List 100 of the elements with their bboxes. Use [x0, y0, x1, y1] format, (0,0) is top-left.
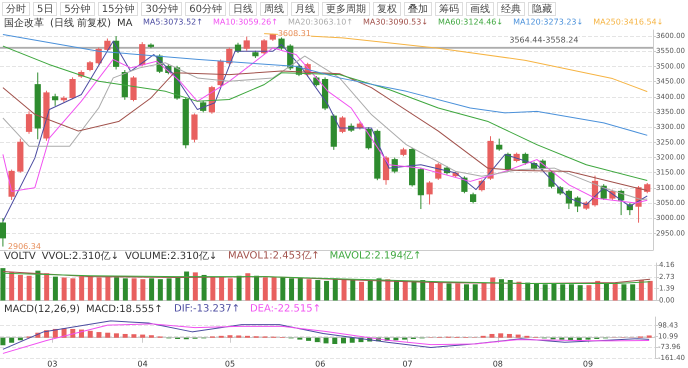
- bar: [332, 338, 338, 344]
- bar: [376, 278, 382, 300]
- bar: [314, 338, 320, 342]
- bar: [534, 283, 539, 300]
- bar: [332, 278, 338, 300]
- bar: [472, 284, 478, 300]
- bar: [429, 282, 434, 300]
- bar: [114, 277, 120, 300]
- band-label: 3564.44-3558.24: [509, 35, 578, 44]
- bar: [306, 338, 312, 341]
- text: 月线: [290, 2, 319, 16]
- x-tick-label: 05: [224, 360, 236, 368]
- bar: [148, 335, 154, 338]
- text: 经典: [496, 2, 525, 16]
- text: 隐藏: [528, 2, 556, 16]
- candlestick: [86, 60, 94, 72]
- bar: [88, 276, 93, 300]
- bar: [490, 277, 496, 300]
- bar: [612, 283, 618, 300]
- bar: [280, 277, 286, 300]
- text: MA120:3273.23↓: [513, 18, 584, 26]
- bar: [385, 279, 390, 300]
- bar: [105, 276, 110, 300]
- text: 日线: [228, 2, 257, 16]
- bar: [219, 277, 224, 300]
- bar: [359, 282, 364, 300]
- bar: [52, 276, 58, 300]
- chart-title: MACD(12,26,9): [4, 304, 80, 315]
- text: MACD:18.555↑: [86, 304, 163, 315]
- bar: [88, 330, 93, 338]
- bar: [402, 280, 408, 300]
- bar: [272, 276, 277, 300]
- candlestick: [244, 36, 250, 52]
- bar: [568, 284, 574, 300]
- candlestick: [522, 152, 528, 166]
- bar: [551, 283, 556, 300]
- candlestick: [104, 38, 111, 52]
- bar: [324, 280, 330, 300]
- candlestick: [426, 180, 433, 205]
- bar: [228, 278, 233, 300]
- text: MA250:3416.54↓: [593, 18, 664, 26]
- bar: [516, 334, 521, 338]
- bar: [578, 285, 583, 300]
- text: MA5:3073.52↑: [143, 18, 203, 26]
- bar: [438, 282, 443, 300]
- bar: [368, 280, 373, 300]
- bar: [481, 283, 486, 300]
- bar: [192, 272, 198, 300]
- bar: [586, 285, 592, 300]
- bar: [506, 334, 512, 338]
- bar: [498, 333, 504, 338]
- text: 筹码: [434, 2, 463, 16]
- bar: [166, 278, 172, 300]
- bar: [289, 278, 294, 300]
- candlestick: [52, 93, 58, 106]
- bar: [132, 278, 137, 300]
- text: VOLUME:2.310亿↓: [125, 251, 218, 262]
- text: 叠加: [404, 2, 432, 16]
- bar: [140, 279, 146, 300]
- text: 复权: [372, 2, 401, 16]
- x-tick-label: 04: [138, 360, 148, 368]
- series-label: DEA:-22.515↑: [250, 304, 322, 314]
- bar: [62, 277, 67, 300]
- candlestick: [130, 76, 137, 102]
- bar: [560, 284, 566, 300]
- bar: [262, 277, 268, 300]
- bar: [175, 277, 180, 300]
- bar: [306, 279, 312, 300]
- bar: [210, 276, 216, 300]
- bar: [341, 338, 346, 344]
- bar: [630, 284, 636, 300]
- x-tick-label: 06: [315, 360, 326, 368]
- bar: [342, 279, 347, 300]
- bar: [648, 280, 653, 300]
- chart-subtitle: (日线 前复权): [50, 18, 111, 29]
- bar: [105, 332, 110, 338]
- bar: [227, 335, 232, 338]
- candlestick: [226, 47, 232, 66]
- text: MA10:3059.26↑: [212, 18, 278, 26]
- series-label: DIF:-13.237↑: [174, 304, 240, 314]
- bar: [96, 277, 102, 300]
- bar: [184, 272, 190, 300]
- bar: [315, 280, 320, 300]
- bar: [70, 278, 76, 300]
- text: 更多周期: [322, 2, 370, 16]
- text: 60分钟: [185, 2, 226, 16]
- annotation: 3608.31: [278, 29, 311, 38]
- chart-title: 国企改革: [4, 18, 44, 29]
- bar: [122, 278, 128, 300]
- bar: [498, 279, 504, 300]
- text: VVOL:2.310亿↓: [42, 251, 120, 262]
- x-tick-label: 03: [47, 360, 58, 368]
- candlestick: [69, 76, 76, 100]
- bar: [420, 280, 426, 300]
- bar: [245, 273, 250, 300]
- text: 5日: [33, 2, 58, 16]
- text: 5分钟: [60, 2, 95, 16]
- bar: [298, 278, 303, 300]
- bar: [525, 282, 530, 300]
- text: 30分钟: [141, 2, 182, 16]
